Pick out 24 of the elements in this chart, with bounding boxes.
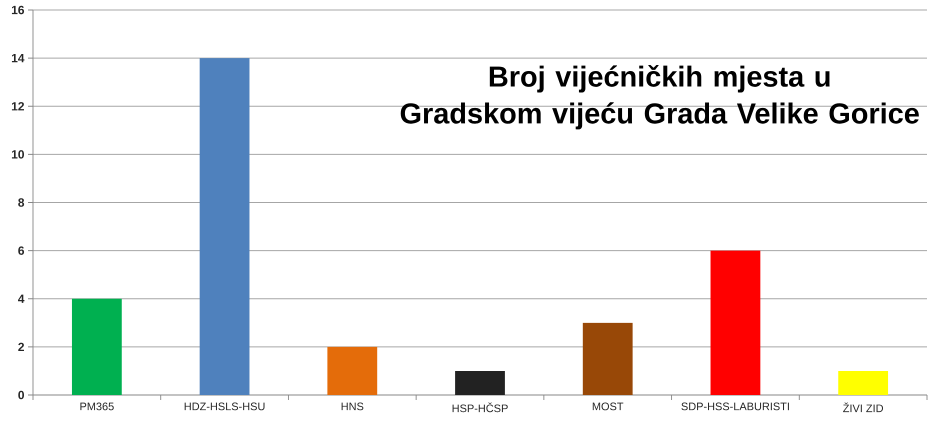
bar bbox=[327, 346, 378, 395]
y-tick-label: 14 bbox=[12, 54, 24, 62]
bar bbox=[455, 370, 505, 395]
bar bbox=[200, 58, 250, 395]
bar bbox=[710, 250, 760, 395]
x-tick-label: PM365 bbox=[80, 402, 114, 410]
bar bbox=[838, 370, 888, 395]
x-tick-label: HNS bbox=[342, 402, 364, 410]
bar bbox=[72, 298, 122, 395]
x-tick-label: MOST bbox=[592, 402, 624, 410]
y-tick-label: 12 bbox=[12, 102, 24, 110]
text: Broj vijećničkih mjesta u Gradskom vijeću Grada Velike Gorice bbox=[400, 64, 919, 130]
y-tick-label: 16 bbox=[12, 6, 24, 14]
y-tick-label: 0 bbox=[18, 390, 24, 400]
y-tick-label: 6 bbox=[18, 246, 24, 255]
y-tick-label: 2 bbox=[18, 342, 24, 352]
bar bbox=[582, 322, 633, 395]
y-tick-label: 8 bbox=[18, 198, 24, 207]
y-tick-label: 10 bbox=[12, 150, 24, 159]
x-tick-label: ŽIVI ZID bbox=[843, 402, 884, 412]
x-tick-label: HSP-HČSP bbox=[452, 402, 508, 412]
x-tick-label: SDP-HSS-LABURISTI bbox=[681, 402, 789, 410]
y-tick-label: 4 bbox=[18, 294, 24, 303]
x-tick-label: HDZ-HSLS-HSU bbox=[184, 402, 265, 410]
